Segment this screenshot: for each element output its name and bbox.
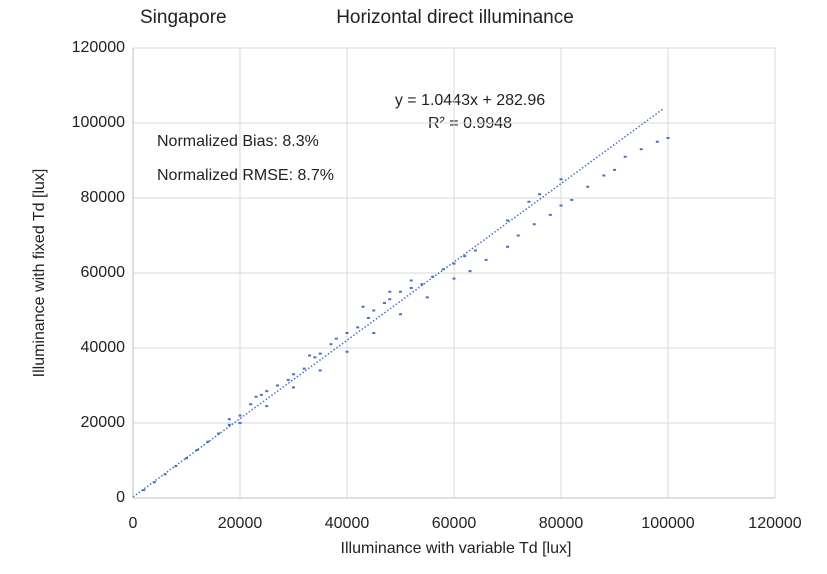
point: [308, 354, 312, 357]
point: [388, 298, 392, 301]
y-tick-label: 0: [116, 489, 125, 506]
point: [361, 305, 365, 308]
point: [388, 290, 392, 293]
point: [468, 270, 472, 273]
point: [329, 343, 333, 346]
y-tick-label: 100000: [72, 114, 125, 131]
point: [302, 367, 306, 370]
y-tick-label: 20000: [81, 414, 126, 431]
point: [586, 185, 590, 188]
y-tick-label: 120000: [72, 39, 125, 56]
point: [452, 277, 456, 280]
point: [559, 204, 563, 207]
point: [195, 449, 199, 451]
chart-title: Horizontal direct illuminance: [336, 7, 574, 28]
point: [538, 193, 542, 196]
y-tick-label: 80000: [81, 189, 126, 206]
point: [532, 223, 536, 226]
point: [334, 337, 338, 340]
point: [506, 219, 509, 222]
point: [452, 262, 456, 265]
point: [313, 356, 317, 359]
point: [265, 390, 269, 393]
point: [484, 258, 488, 261]
x-tick-label: 100000: [641, 515, 694, 532]
point: [639, 148, 643, 151]
point: [559, 178, 563, 181]
point: [409, 279, 413, 282]
point: [217, 432, 221, 435]
point: [206, 440, 210, 443]
point: [286, 378, 290, 381]
trendline: [132, 108, 664, 498]
point: [345, 350, 349, 353]
point: [382, 302, 386, 304]
x-tick-label: 60000: [432, 515, 477, 532]
point: [548, 213, 552, 216]
x-tick-label: 40000: [325, 515, 370, 532]
point: [613, 168, 616, 171]
point: [441, 268, 445, 271]
point: [527, 200, 531, 203]
point: [142, 489, 146, 492]
x-axis-label: Illuminance with variable Td [lux]: [341, 540, 572, 557]
point: [655, 140, 659, 143]
point: [259, 393, 263, 396]
point: [275, 384, 279, 387]
point: [372, 332, 376, 334]
rmse-note: Normalized RMSE: 8.7%: [157, 167, 334, 184]
point: [238, 414, 242, 417]
y-tick-label: 40000: [81, 339, 126, 356]
point: [227, 418, 231, 421]
point: [420, 283, 424, 286]
x-tick-label: 120000: [748, 515, 801, 532]
point: [399, 290, 402, 293]
r-squared: R² = 0.9948: [428, 115, 512, 132]
x-tick-label: 0: [129, 515, 138, 532]
point: [425, 296, 429, 299]
point: [356, 326, 360, 329]
point: [409, 287, 413, 289]
point: [292, 373, 295, 376]
point: [254, 395, 258, 398]
x-tick-label: 80000: [539, 515, 584, 532]
subtitle: Singapore: [140, 7, 227, 28]
point: [366, 317, 370, 319]
point: [345, 332, 349, 334]
y-axis-label: Illuminance with fixed Td [lux]: [31, 169, 48, 378]
bias-note: Normalized Bias: 8.3%: [157, 133, 319, 150]
point: [227, 423, 231, 426]
point: [185, 457, 188, 460]
point: [238, 422, 242, 424]
point: [292, 386, 295, 389]
point: [473, 249, 477, 252]
point: [602, 174, 606, 177]
point: [318, 369, 322, 372]
point: [163, 473, 167, 476]
point: [372, 309, 376, 312]
x-tick-label: 20000: [218, 515, 263, 532]
point: [570, 198, 574, 201]
point: [399, 313, 402, 316]
point: [666, 137, 670, 139]
y-tick-label: 60000: [81, 264, 126, 281]
point: [623, 155, 627, 158]
point: [249, 403, 253, 406]
equation: y = 1.0443x + 282.96: [395, 92, 545, 109]
point: [463, 255, 467, 258]
point: [516, 234, 520, 237]
point: [506, 245, 509, 248]
point: [152, 481, 156, 484]
point: [265, 405, 269, 408]
point: [318, 352, 322, 355]
